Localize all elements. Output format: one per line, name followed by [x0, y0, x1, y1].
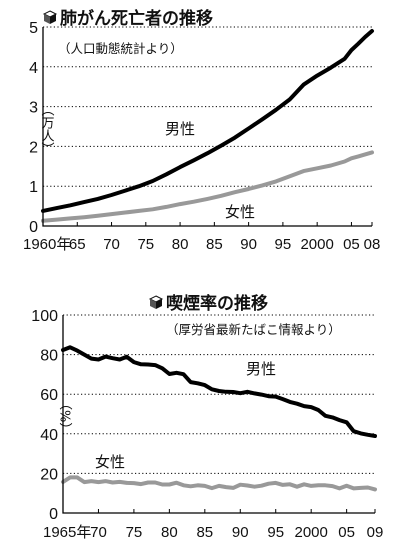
- x-tick-label: 1960年: [23, 236, 71, 253]
- y-tick-label: 0: [49, 506, 58, 523]
- chart2-title: 喫煙率の推移: [166, 293, 268, 314]
- y-tick-label: 100: [31, 308, 58, 325]
- chart1-series-label-female: 女性: [225, 203, 255, 221]
- chart1-title: 肺がん死亡者の推移: [60, 8, 213, 29]
- y-tick-label: 1: [29, 179, 38, 196]
- x-tick-label: 85: [196, 524, 213, 541]
- chart2-subtitle: （厚労省最新たばこ情報より）: [166, 322, 341, 337]
- chart1-series: [41, 29, 374, 223]
- chart1-y-ticks: 0 1 2 3 4 5: [29, 20, 38, 236]
- x-tick-label: 95: [267, 524, 284, 541]
- series-line-female: [61, 475, 377, 492]
- chart1-gridlines: [43, 26, 372, 187]
- chart2-series-label-male: 男性: [246, 360, 276, 378]
- x-tick-label: 1965年: [43, 524, 91, 541]
- x-tick-label: 2000: [300, 236, 333, 253]
- lung-cancer-deaths-chart: 肺がん死亡者の推移 （人口動態統計より） （万人） 0 1 2 3 4 5 1960年65…: [23, 8, 380, 253]
- chart1-series-label-male: 男性: [165, 120, 195, 138]
- x-tick-label: 70: [90, 524, 107, 541]
- x-tick-label: 85: [206, 236, 223, 253]
- y-tick-label: 5: [29, 20, 38, 37]
- cube-icon: [42, 10, 58, 24]
- x-tick-label: 05: [338, 524, 355, 541]
- chart2-ylabel: （%）: [57, 397, 73, 435]
- x-tick-label: 90: [232, 524, 249, 541]
- x-tick-label: 08: [364, 236, 381, 253]
- y-tick-label: 20: [40, 466, 58, 483]
- y-tick-label: 3: [29, 100, 38, 117]
- x-tick-label: 90: [240, 236, 257, 253]
- y-tick-label: 60: [40, 387, 58, 404]
- series-line-male: [41, 29, 374, 213]
- chart2-title-group: 喫煙率の推移 （厚労省最新たばこ情報より）: [148, 293, 341, 337]
- chart2-y-ticks: 0 20 40 60 80 100: [31, 308, 58, 523]
- x-tick-label: 05: [343, 236, 360, 253]
- smoking-rate-chart: 喫煙率の推移 （厚労省最新たばこ情報より） （%） 0 20 40 60 80 100 1…: [31, 293, 383, 541]
- x-tick-label: 2000: [294, 524, 327, 541]
- x-tick-label: 95: [275, 236, 292, 253]
- chart1-ylabel: （万人）: [39, 103, 55, 155]
- y-tick-label: 80: [40, 348, 58, 365]
- chart2-series-label-female: 女性: [95, 453, 125, 471]
- x-tick-label: 65: [69, 236, 86, 253]
- x-tick-label: 70: [103, 236, 120, 253]
- chart2-series: [61, 345, 377, 492]
- cube-icon: [148, 295, 164, 309]
- chart2-gridlines: [63, 314, 375, 474]
- y-tick-label: 0: [29, 219, 38, 236]
- x-tick-label: 09: [367, 524, 384, 541]
- y-tick-label: 2: [29, 139, 38, 156]
- x-tick-label: 80: [161, 524, 178, 541]
- series-line-female: [41, 150, 374, 223]
- x-tick-label: 75: [126, 524, 143, 541]
- y-tick-label: 40: [40, 427, 58, 444]
- y-tick-label: 4: [29, 60, 38, 77]
- x-tick-label: 80: [172, 236, 189, 253]
- series-line-male: [61, 345, 377, 438]
- chart1-title-group: 肺がん死亡者の推移 （人口動態統計より）: [42, 8, 213, 56]
- chart1-subtitle: （人口動態統計より）: [58, 41, 183, 56]
- chart1-axes: [42, 27, 372, 227]
- chart2-axes: [62, 315, 375, 514]
- x-tick-label: 75: [137, 236, 154, 253]
